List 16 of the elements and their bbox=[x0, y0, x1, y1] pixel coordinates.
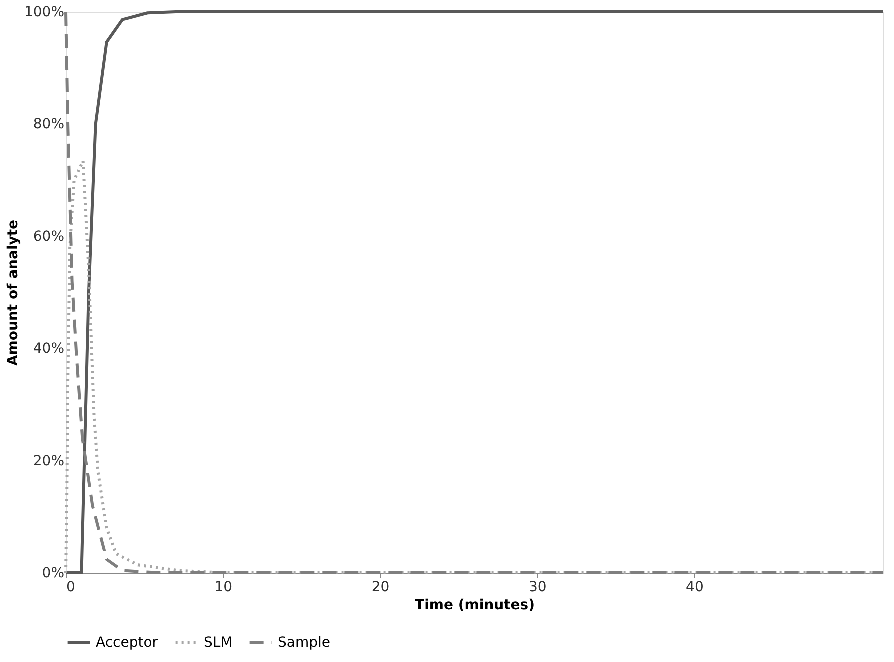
x-tick-label: 40 bbox=[686, 580, 704, 596]
x-tick-label: 10 bbox=[214, 580, 233, 596]
legend-label: Acceptor bbox=[96, 635, 158, 651]
x-tick-label: 20 bbox=[372, 580, 390, 596]
x-tick-label: 0 bbox=[66, 580, 76, 596]
x-axis-title: Time (minutes) bbox=[415, 598, 535, 614]
y-tick-label: 60% bbox=[33, 228, 64, 245]
y-tick-label: 20% bbox=[33, 453, 64, 470]
y-axis-title: Amount of analyte bbox=[5, 220, 22, 366]
x-tick-label: 30 bbox=[528, 580, 547, 596]
legend-label: Sample bbox=[278, 635, 330, 651]
y-tick-label: 40% bbox=[33, 341, 64, 358]
legend-label: SLM bbox=[204, 635, 233, 651]
y-tick-label: 100% bbox=[24, 4, 64, 20]
y-tick-label: 80% bbox=[33, 116, 64, 133]
y-tick-label: 0% bbox=[42, 566, 64, 582]
